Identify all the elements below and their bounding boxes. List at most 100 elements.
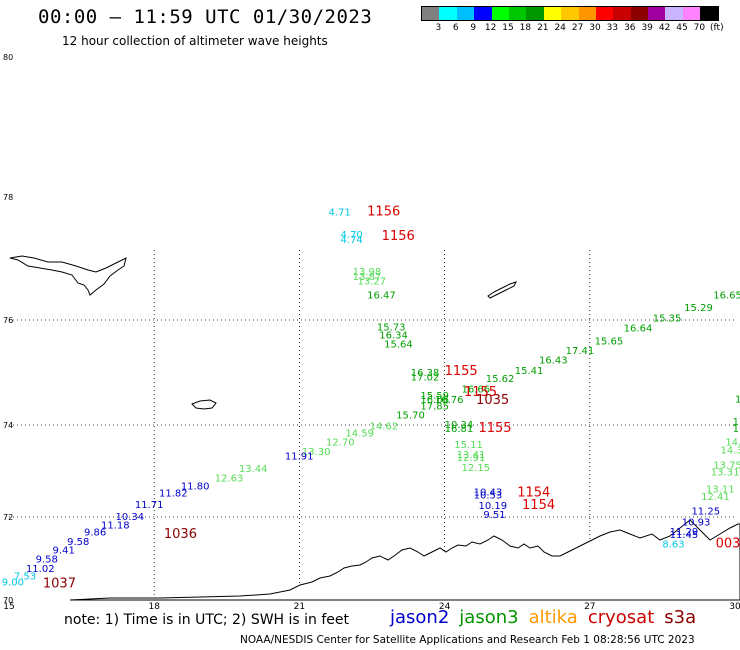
- latitude-label: 72: [3, 513, 13, 522]
- legend-swatch: [474, 7, 492, 20]
- wave-height-label: 9.58: [67, 537, 89, 548]
- pass-time-label: 1035: [476, 393, 509, 408]
- wave-height-label: 14.59: [345, 429, 374, 440]
- legend-swatch: [682, 7, 701, 20]
- pass-time-label: 1155: [464, 385, 497, 400]
- pass-time-label: 1155: [445, 364, 478, 379]
- graticule: [9, 250, 735, 600]
- legend-label: 36: [624, 23, 636, 33]
- svalbard-coastline: [9, 255, 127, 296]
- legend-label: 12: [484, 23, 497, 33]
- wave-height-label: 13.30: [302, 447, 331, 458]
- satellite-name: jason3: [459, 607, 519, 628]
- legend-label: 39: [641, 23, 653, 33]
- legend-swatch: [491, 7, 509, 20]
- wave-height-label: 10.19: [478, 501, 507, 512]
- page-subtitle: 12 hour collection of altimeter wave hei…: [62, 34, 328, 48]
- wave-height-label: 10.34: [445, 420, 474, 431]
- wave-height-label: 15.29: [684, 303, 713, 314]
- legend-swatch: [595, 7, 614, 20]
- latitude-label: 74: [3, 421, 13, 430]
- wave-height-label: 7.53: [14, 571, 36, 582]
- legend-swatch: [508, 7, 527, 20]
- wave-height-label: 11.80: [181, 481, 210, 492]
- wave-height-label: 16.65: [713, 290, 740, 301]
- wave-height-label: 12.41: [701, 492, 730, 503]
- wave-height-label: 17.85: [420, 401, 449, 412]
- latitude-label: 80: [3, 53, 13, 62]
- legend-swatch: [439, 7, 457, 20]
- wave-height-label: 10.34: [115, 512, 144, 523]
- legend-label: 21: [537, 23, 549, 33]
- wave-height-label: 15.64: [384, 339, 413, 350]
- legend-swatch: [630, 7, 649, 20]
- longitude-label: 27: [584, 602, 595, 612]
- pass-time-label: 1037: [43, 577, 76, 592]
- footer-note: note: 1) Time is in UTC; 2) SWH is in fe…: [64, 612, 350, 628]
- satellite-name: cryosat: [587, 607, 655, 628]
- wave-height-label: 11.71: [135, 500, 164, 511]
- legend-label: 30: [589, 23, 601, 33]
- pass-time-label: 1036: [164, 527, 197, 542]
- wave-height-values: 4.714.704.7413.9813.8713.2716.4715.7316.…: [2, 207, 740, 588]
- wave-height-label: 11.29: [670, 527, 699, 538]
- wave-height-label: 16.66: [462, 384, 491, 395]
- wave-height-label: 16.76: [435, 395, 464, 406]
- satellite-name: s3a: [664, 607, 697, 628]
- wave-height-label: 4.74: [341, 235, 363, 246]
- wave-height-label: 10.43: [474, 487, 503, 498]
- legend-label: (ft): [710, 23, 724, 33]
- wave-height-label: 14.62: [370, 422, 399, 433]
- page-title: 00:00 – 11:59 UTC 01/30/2023: [38, 6, 373, 28]
- wave-height-label: 13.98: [353, 267, 382, 278]
- wave-height-label: 9.86: [84, 528, 106, 539]
- wave-height-label: 17.02: [411, 372, 440, 383]
- wave-height-label: 15.65: [595, 337, 624, 348]
- legend-label: 9: [470, 23, 477, 33]
- legend-swatch: [665, 7, 683, 20]
- wave-height-label: 16.81: [445, 424, 474, 435]
- wave-height-label: 15.59: [420, 391, 449, 402]
- longitude-label: 21: [294, 602, 305, 612]
- wave-height-label: 13.31: [711, 468, 740, 479]
- wave-height-label: 16.34: [379, 330, 408, 341]
- wave-height-label: 9.00: [2, 577, 24, 588]
- legend-swatch: [578, 7, 596, 20]
- legend-swatch: [422, 7, 440, 20]
- legend-label: 6: [452, 23, 459, 33]
- wave-height-label: 12.15: [462, 463, 491, 474]
- wave-height-label: 13.41: [457, 450, 486, 461]
- longitude-label: 30: [729, 602, 740, 612]
- pass-time-labels: 1156115611551155103511551154115410361037…: [43, 204, 740, 591]
- pass-time-label: 1154: [522, 498, 555, 513]
- bear-island: [191, 399, 217, 410]
- wave-height-label: 8.63: [662, 539, 684, 550]
- longitude-label: 15: [3, 602, 14, 612]
- legend-label: 18: [519, 23, 532, 33]
- credit-line: NOAA/NESDIS Center for Satellite Applica…: [240, 634, 695, 646]
- wave-height-label: 4.71: [328, 207, 350, 218]
- wave-height-label: 4.70: [341, 230, 363, 241]
- wave-height-label: 16.64: [624, 324, 653, 335]
- wave-height-label: 15.62: [486, 374, 515, 385]
- wave-height-label: 9.41: [53, 546, 75, 557]
- wave-height-label: 10.53: [474, 491, 503, 502]
- wave-height-label: 11.82: [159, 488, 188, 499]
- satellite-legend: jason2 jason3 altika cryosat s3a: [390, 607, 706, 628]
- wave-height-label: 13.87: [353, 272, 382, 283]
- longitude-label: 24: [439, 602, 451, 612]
- mainland-coastline: [69, 519, 740, 601]
- wave-height-label: 15.11: [454, 440, 483, 451]
- color-scale-legend: 3 6 9 12 15 18 21 24 27 30 33 36 39 42 45 70 (ft): [421, 6, 724, 33]
- wave-height-label: 1: [735, 394, 740, 405]
- wave-height-label: 11.18: [101, 521, 130, 532]
- legend-swatch: [561, 7, 579, 20]
- wave-height-label: 14.43: [725, 438, 740, 449]
- latitude-label: 76: [3, 316, 13, 325]
- wave-height-label: 13.44: [239, 464, 268, 475]
- legend-label: 15: [502, 23, 514, 33]
- pass-time-label: 1156: [367, 204, 400, 219]
- legend-label: 27: [571, 23, 584, 33]
- wave-height-label: 13.11: [706, 485, 735, 496]
